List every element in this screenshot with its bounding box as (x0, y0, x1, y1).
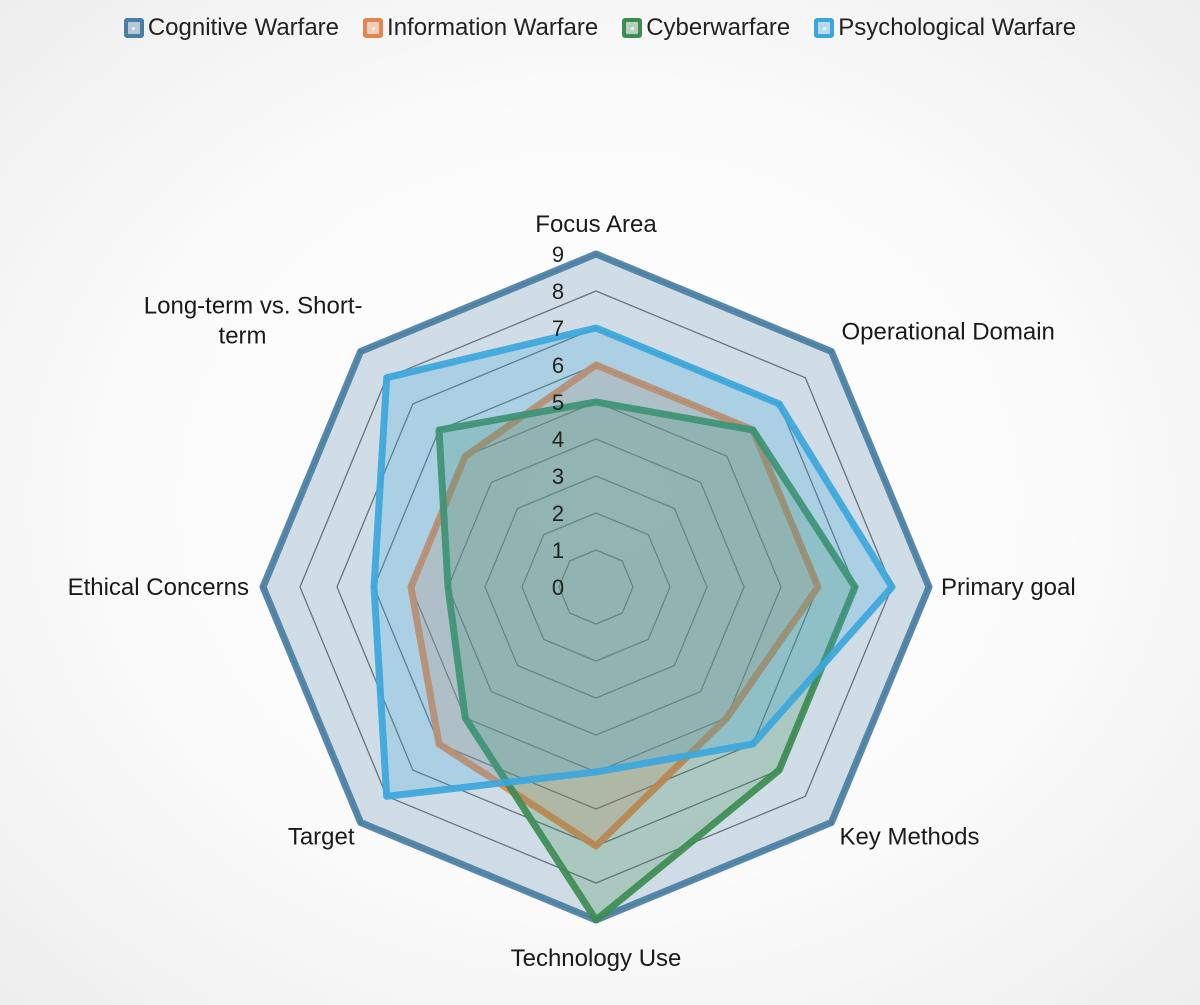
legend-item: Psychological Warfare (814, 14, 1076, 42)
legend-label: Cognitive Warfare (147, 14, 340, 41)
data-point (750, 428, 755, 433)
data-point (853, 585, 857, 589)
data-point (409, 585, 413, 589)
grid-ring (299, 290, 893, 884)
legend-swatch (363, 18, 384, 38)
data-point (261, 585, 265, 589)
data-point (358, 820, 363, 825)
radial-tick-label: 8 (552, 279, 564, 304)
radial-tick-label: 7 (552, 316, 564, 341)
radial-tick-label: 1 (552, 538, 564, 563)
category-label: Focus Area (535, 211, 657, 238)
data-point (829, 820, 834, 825)
radial-tick-label: 9 (552, 242, 564, 267)
data-point (724, 715, 729, 720)
data-point (437, 741, 442, 746)
category-label: Target (288, 823, 355, 850)
radial-tick-label: 3 (552, 464, 564, 489)
legend-label: Psychological Warfare (838, 14, 1077, 41)
radial-tick-label: 0 (552, 575, 564, 600)
data-point (358, 349, 363, 354)
category-label: Primary goal (941, 574, 1076, 601)
legend-item: Cognitive Warfare (123, 14, 340, 42)
legend-swatch (814, 18, 835, 38)
legend-item: Cyberwarfare (622, 14, 790, 42)
data-point (463, 715, 468, 720)
chart-legend: Cognitive Warfare Information Warfare Cybe… (0, 14, 1200, 42)
data-point (816, 585, 820, 589)
category-label: Ethical Concerns (68, 574, 249, 601)
data-point (594, 363, 598, 367)
data-point (890, 585, 894, 589)
data-point (777, 768, 782, 773)
legend-label: Information Warfare (387, 14, 599, 41)
data-point (446, 585, 450, 589)
data-point (594, 844, 598, 848)
grid-ring (558, 549, 634, 625)
data-point (829, 349, 834, 354)
category-label: Long-term vs. Short-term (144, 293, 363, 350)
legend-item: Information Warfare (363, 14, 598, 42)
data-point (777, 401, 782, 406)
grid-ring (484, 475, 708, 699)
radial-tick-label: 6 (552, 353, 564, 378)
legend-swatch (123, 18, 144, 38)
data-point (384, 375, 389, 380)
data-point (750, 741, 755, 746)
grid-ring (447, 438, 745, 736)
data-point (437, 428, 442, 433)
data-point (594, 252, 598, 256)
grid-ring (521, 512, 671, 662)
radial-tick-label: 2 (552, 501, 564, 526)
category-label: Operational Domain (841, 319, 1054, 346)
data-point (384, 794, 389, 799)
data-point (594, 770, 598, 774)
radial-tick-label: 5 (552, 390, 564, 415)
data-point (594, 400, 598, 404)
category-label: Technology Use (511, 945, 682, 972)
data-point (594, 918, 598, 922)
legend-label: Cyberwarfare (646, 14, 791, 41)
category-label: Key Methods (839, 823, 979, 850)
legend-swatch (622, 18, 643, 38)
data-point (927, 585, 931, 589)
data-point (372, 585, 376, 589)
radial-ticks: 0 1 2 3 4 5 6 7 8 9 (552, 242, 564, 600)
data-point (594, 326, 598, 330)
radial-tick-label: 4 (552, 427, 564, 452)
data-point (463, 454, 468, 459)
